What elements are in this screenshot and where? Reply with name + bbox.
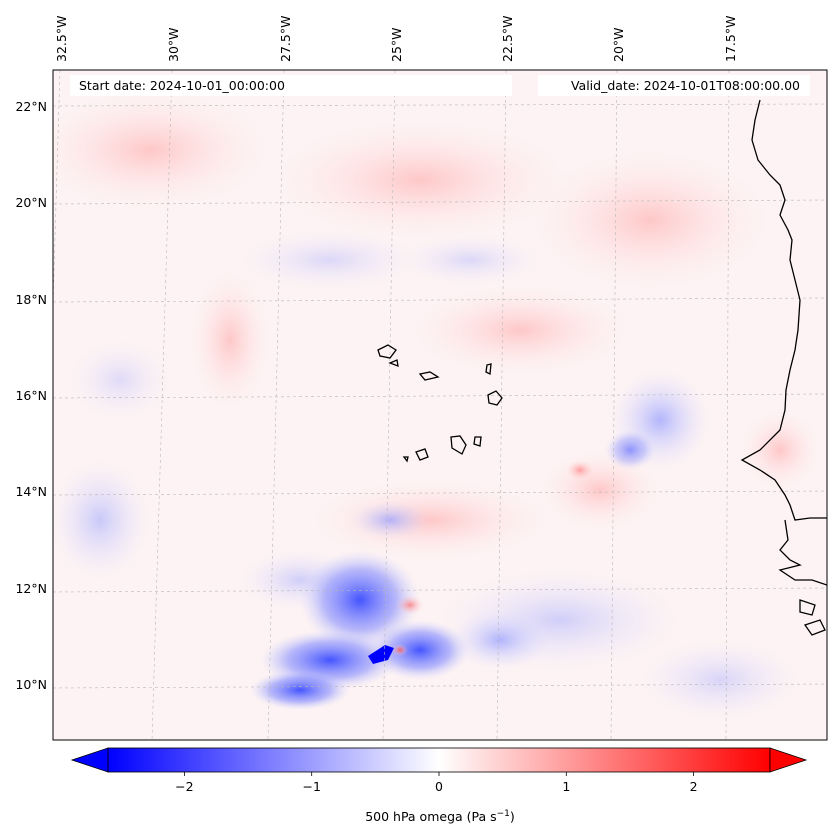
start-date-label: Start date: 2024-10-01_00:00:00	[79, 78, 285, 93]
omega-field	[53, 70, 827, 740]
colorbar-tick-label: 0	[435, 779, 443, 794]
colorbar-tick-label: 1	[562, 779, 570, 794]
lat-labels: 22°N 20°N 18°N 16°N 14°N 12°N 10°N	[15, 99, 47, 692]
lat-label-1: 22°N	[15, 99, 47, 114]
valid-date-label: Valid_date: 2024-10-01T08:00:00.00	[571, 78, 800, 93]
colorbar-tick-label: 2	[690, 779, 698, 794]
lat-label-6: 12°N	[15, 581, 47, 596]
map-frame	[52, 69, 828, 741]
gridlines	[53, 70, 827, 740]
colorbar-ticks: −2 −1 0 1 2	[175, 772, 698, 794]
colorbar-tick-label: −2	[175, 779, 193, 794]
colorbar: −2 −1 0 1 2 500 hPa omega (Pa s−1)	[70, 747, 808, 824]
coastlines	[377, 99, 827, 636]
colorbar-extend-min	[70, 747, 109, 773]
lat-label-7: 10°N	[15, 677, 47, 692]
lon-label-4: 25°W	[389, 27, 404, 62]
colorbar-label: 500 hPa omega (Pa s−1)	[365, 809, 515, 824]
lon-label-2: 30°W	[166, 27, 181, 62]
lat-label-3: 18°N	[15, 292, 47, 307]
lon-label-1: 32.5°W	[54, 16, 69, 62]
colorbar-body	[107, 747, 771, 773]
lon-label-7: 17.5°W	[723, 16, 738, 62]
lon-label-5: 22.5°W	[500, 16, 515, 62]
lat-label-4: 16°N	[15, 388, 47, 403]
lon-label-3: 27.5°W	[278, 16, 293, 62]
lat-label-2: 20°N	[15, 195, 47, 210]
colorbar-tick-label: −1	[302, 779, 320, 794]
colorbar-extend-max	[769, 747, 808, 773]
lat-label-5: 14°N	[15, 484, 47, 499]
lon-labels: 32.5°W 30°W 27.5°W 25°W 22.5°W 20°W 17.5…	[54, 16, 738, 62]
lon-label-6: 20°W	[611, 27, 626, 62]
